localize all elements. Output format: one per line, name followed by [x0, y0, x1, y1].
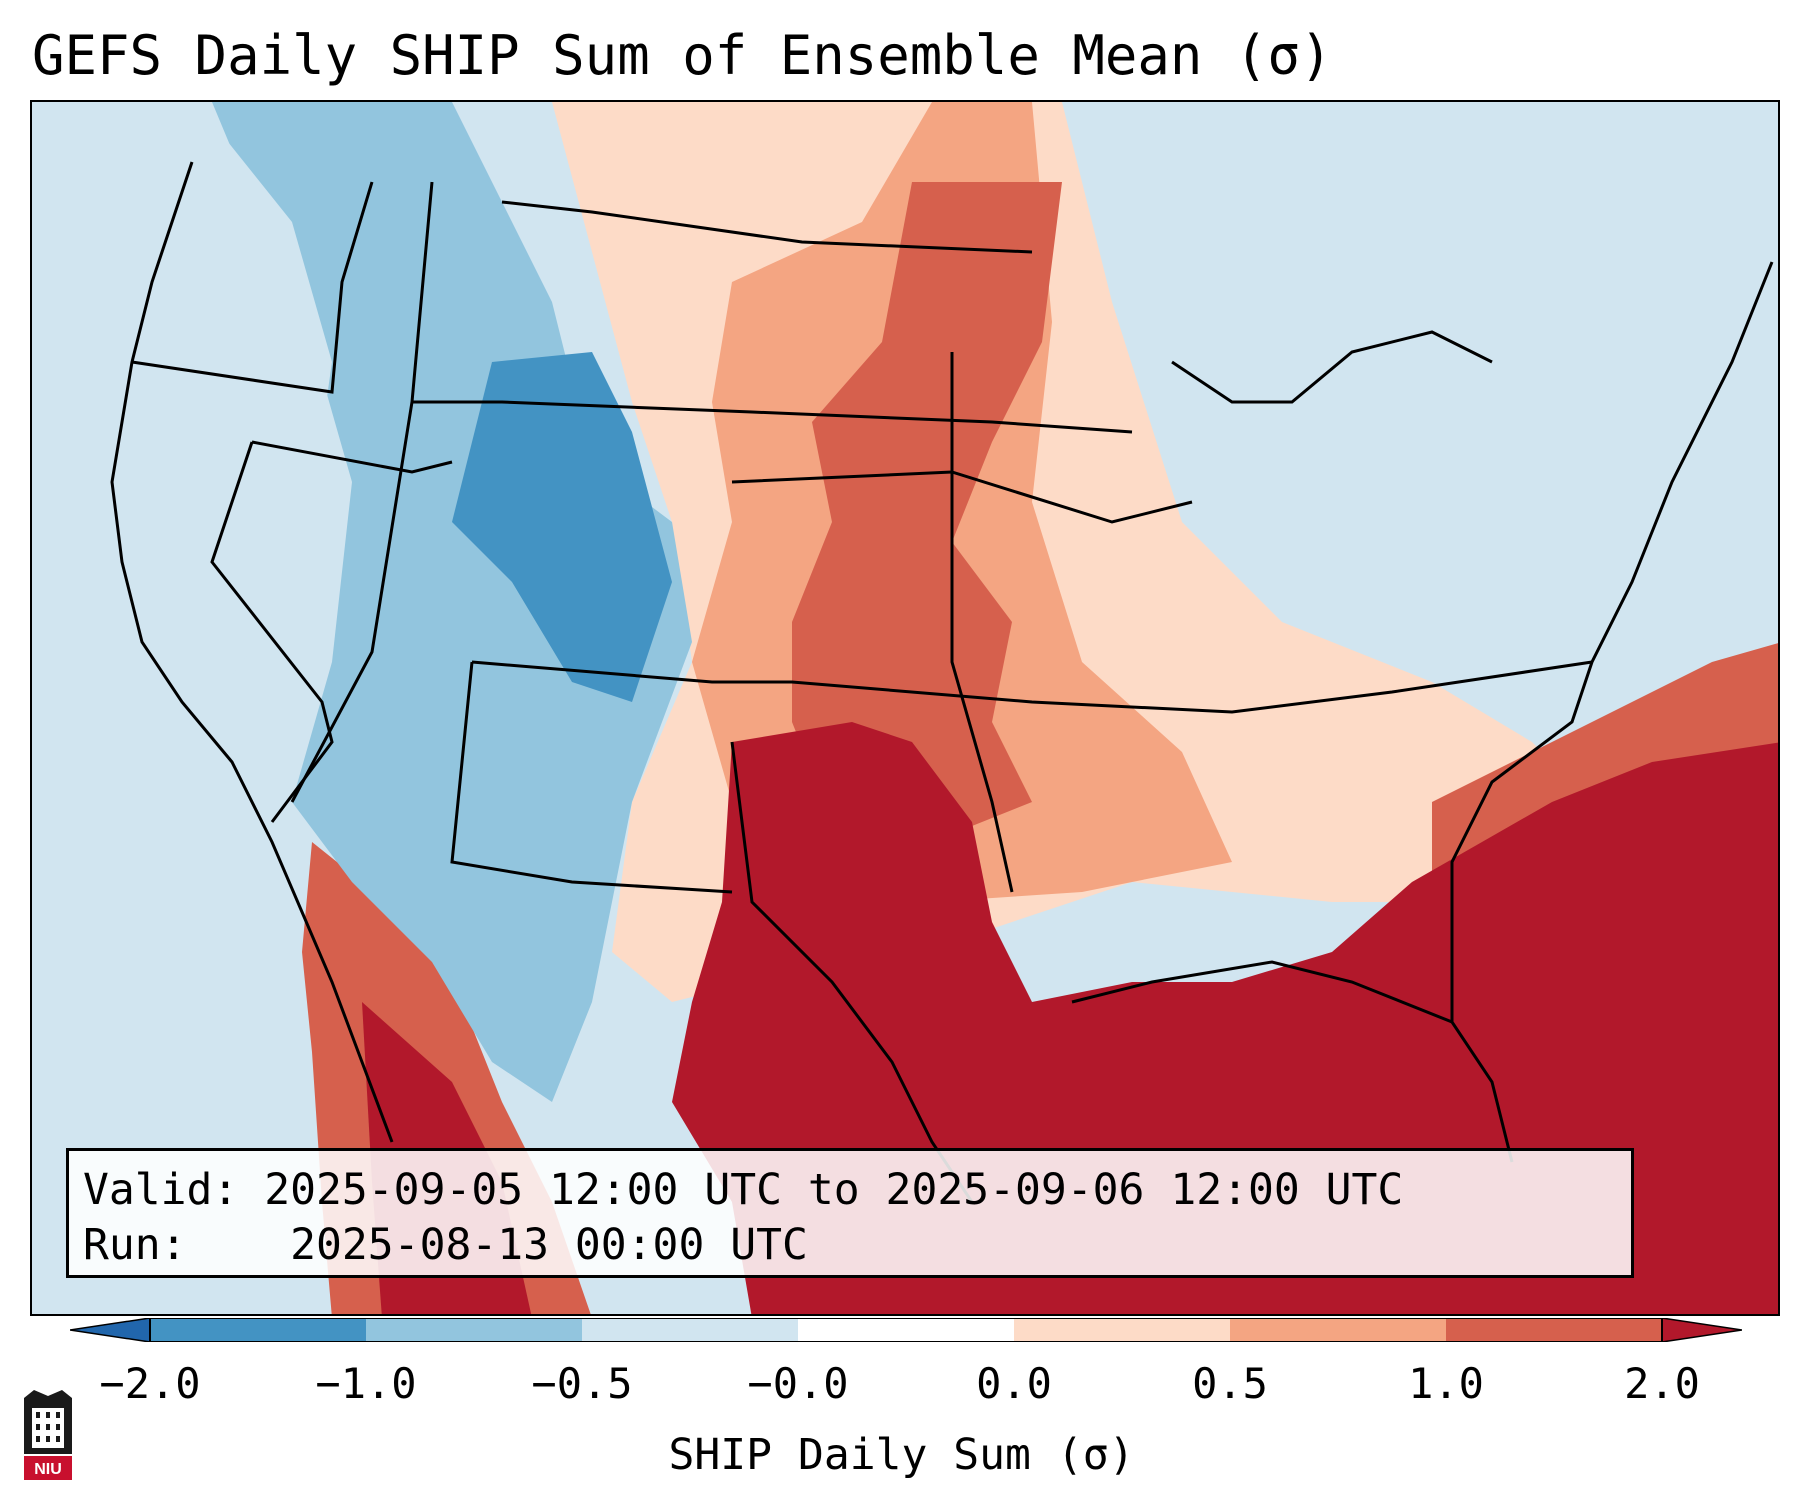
colorbar-segment-2	[366, 1318, 582, 1342]
colorbar-segment-4	[798, 1318, 1014, 1342]
colorbar-tick: 2.0	[1624, 1359, 1700, 1408]
region-west-coast-neutral	[92, 122, 332, 702]
region-northeast-neutral	[1152, 102, 1778, 662]
nevada-north-border	[251, 440, 453, 474]
mississippi-line	[950, 352, 1014, 893]
colorbar-segment-5	[1014, 1318, 1230, 1342]
colorbar-tick: −0.0	[747, 1359, 849, 1408]
colorbar-tick: 0.0	[976, 1359, 1052, 1408]
southwest-border	[450, 661, 733, 894]
colorbar-tick: 1.0	[1408, 1359, 1484, 1408]
valid-label: Valid:	[83, 1165, 239, 1215]
region-strong-negative	[452, 352, 672, 702]
atlantic-coastline	[1450, 261, 1774, 1022]
midwest-border	[731, 470, 1193, 524]
colorbar-segment-6	[1230, 1318, 1446, 1342]
great-lakes-shore	[1171, 330, 1493, 404]
colorbar-tick: −1.0	[315, 1359, 417, 1408]
ship-anomaly-map	[32, 102, 1778, 1314]
map-panel	[30, 100, 1780, 1316]
valid-row: Valid: 2025-09-05 12:00 UTC to 2025-09-0…	[83, 1163, 1617, 1218]
map-title: GEFS Daily SHIP Sum of Ensemble Mean (σ)	[32, 24, 1333, 87]
mid-latitude-border	[471, 660, 1593, 714]
colorbar-tick: −2.0	[99, 1359, 201, 1408]
run-label: Run:	[83, 1220, 187, 1270]
colorbar-segment-1	[150, 1318, 366, 1342]
colorbar-extend-low	[70, 1318, 151, 1342]
run-value: 2025-08-13 00:00 UTC	[290, 1220, 808, 1270]
colorbar-extend-high	[1661, 1318, 1742, 1342]
california-nevada-border	[210, 441, 334, 823]
niu-logo-icon: NIU	[24, 1390, 72, 1480]
colorbar	[70, 1318, 1742, 1342]
logo-text: NIU	[34, 1461, 62, 1478]
northern-tier-border	[412, 400, 1133, 434]
colorbar-tick: 0.5	[1192, 1359, 1268, 1408]
colorbar-label: SHIP Daily Sum (σ)	[668, 1430, 1135, 1480]
valid-run-info-box: Valid: 2025-09-05 12:00 UTC to 2025-09-0…	[66, 1148, 1634, 1278]
region-high-positive	[792, 182, 1062, 842]
colorbar-segment-7	[1446, 1318, 1662, 1342]
valid-value: 2025-09-05 12:00 UTC to 2025-09-06 12:00…	[264, 1165, 1404, 1215]
region-negative	[212, 102, 692, 1102]
run-row: Run: 2025-08-13 00:00 UTC	[83, 1218, 1617, 1273]
canada-border-west	[501, 200, 1033, 254]
oregon-washington-border	[131, 181, 374, 394]
colorbar-segment-3	[582, 1318, 798, 1342]
colorbar-tick: −0.5	[531, 1359, 633, 1408]
colorbar-outline	[149, 1318, 1663, 1342]
gulf-coastline	[1071, 960, 1514, 1163]
idaho-utah-line	[290, 181, 434, 803]
